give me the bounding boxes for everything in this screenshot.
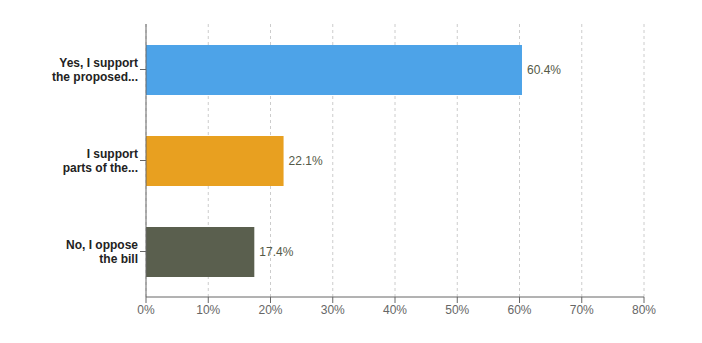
svg-text:50%: 50%	[445, 303, 469, 317]
svg-text:I supportparts of the...: I supportparts of the...	[63, 147, 138, 175]
svg-text:40%: 40%	[383, 303, 407, 317]
svg-text:No, I opposethe bill: No, I opposethe bill	[66, 238, 138, 266]
svg-text:60.4%: 60.4%	[527, 63, 561, 77]
svg-text:10%: 10%	[196, 303, 220, 317]
svg-text:20%: 20%	[258, 303, 282, 317]
svg-text:Yes, I supportthe proposed...: Yes, I supportthe proposed...	[52, 56, 138, 84]
svg-text:30%: 30%	[321, 303, 345, 317]
svg-text:22.1%: 22.1%	[289, 154, 323, 168]
svg-text:80%: 80%	[632, 303, 656, 317]
svg-text:60%: 60%	[507, 303, 531, 317]
svg-text:70%: 70%	[570, 303, 594, 317]
svg-text:0%: 0%	[137, 303, 155, 317]
svg-text:17.4%: 17.4%	[259, 245, 293, 259]
